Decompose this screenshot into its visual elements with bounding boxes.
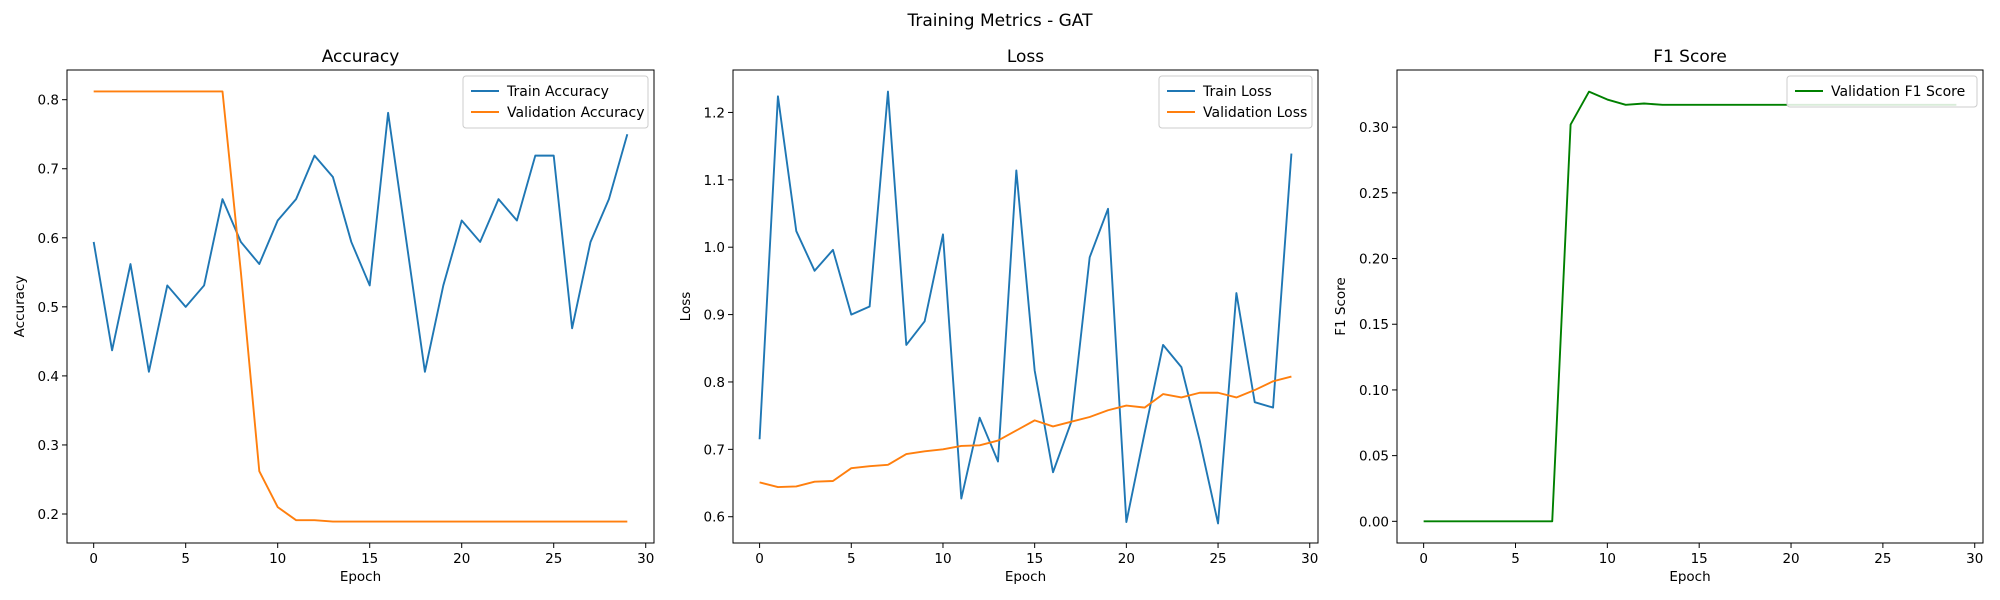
y-axis-label: Accuracy xyxy=(12,276,28,338)
legend-label-train-loss: Train Loss xyxy=(1202,84,1272,100)
x-axis-label: Epoch xyxy=(340,569,381,585)
legend-box xyxy=(462,75,649,129)
legend: Validation F1 Score xyxy=(1786,75,1978,108)
y-axis-label: Loss xyxy=(678,292,694,322)
series-line-train-accuracy xyxy=(92,111,629,373)
x-tick-label: 25 xyxy=(1209,551,1226,567)
y-tick-label: 0.15 xyxy=(1359,317,1389,333)
x-tick-label: 5 xyxy=(181,551,190,567)
x-tick-label: 30 xyxy=(637,551,654,567)
x-axis-label: Epoch xyxy=(1005,569,1046,585)
x-tick-label: 10 xyxy=(1599,551,1616,567)
legend-box xyxy=(1786,75,1978,108)
x-tick-label: 30 xyxy=(1966,551,1983,567)
x-tick-label: 0 xyxy=(89,551,98,567)
y-tick-label: 0.7 xyxy=(704,442,725,458)
legend-box xyxy=(1158,75,1313,129)
y-tick-label: 0.9 xyxy=(704,308,725,324)
y-tick-label: 0.2 xyxy=(38,507,59,523)
legend: Train Accuracy Validation Accuracy xyxy=(462,75,649,129)
figure-title: Training Metrics - GAT xyxy=(907,11,1094,31)
x-tick-label: 25 xyxy=(1874,551,1891,567)
series-line-validation-loss xyxy=(759,375,1292,489)
y-tick-label: 1.1 xyxy=(704,173,725,189)
x-tick-label: 25 xyxy=(545,551,562,567)
plot-frame xyxy=(732,69,1319,544)
plot-title: Accuracy xyxy=(322,47,400,67)
panel-accuracy: Accuracy 0 5 10 15 20 25 30 0.2 0.3 0.4 0.5 0.6 0.7 0.… xyxy=(12,47,655,585)
legend-label-validation-f1-score: Validation F1 Score xyxy=(1831,84,1965,100)
x-tick-label: 15 xyxy=(1026,551,1043,567)
y-tick-label: 0.20 xyxy=(1359,252,1389,268)
x-tick-label: 0 xyxy=(1419,551,1428,567)
legend-label-validation-loss: Validation Loss xyxy=(1203,105,1307,121)
series-line-train-loss xyxy=(758,90,1293,525)
y-tick-label: 0.4 xyxy=(38,369,59,385)
y-tick-label: 1.0 xyxy=(704,240,725,256)
x-tick-label: 20 xyxy=(1118,551,1135,567)
x-tick-label: 30 xyxy=(1301,551,1318,567)
x-tick-label: 20 xyxy=(453,551,470,567)
plot-title: Loss xyxy=(1007,47,1044,67)
y-tick-label: 0.8 xyxy=(704,375,725,391)
y-tick-label: 1.2 xyxy=(704,105,725,121)
y-tick-label: 0.10 xyxy=(1359,383,1389,399)
legend-label-validation-accuracy: Validation Accuracy xyxy=(507,105,645,121)
x-tick-label: 5 xyxy=(1511,551,1520,567)
x-tick-label: 5 xyxy=(847,551,856,567)
x-tick-label: 15 xyxy=(361,551,378,567)
series-line-validation-accuracy xyxy=(93,90,628,523)
y-tick-label: 0.25 xyxy=(1359,186,1389,202)
y-tick-label: 0.8 xyxy=(38,93,59,109)
y-tick-label: 0.30 xyxy=(1359,120,1389,136)
legend: Train Loss Validation Loss xyxy=(1158,75,1313,129)
y-tick-label: 0.7 xyxy=(38,162,59,178)
x-tick-label: 15 xyxy=(1691,551,1708,567)
y-tick-label: 0.3 xyxy=(38,438,59,454)
y-tick-label: 0.6 xyxy=(38,231,59,247)
y-axis-label: F1 Score xyxy=(1333,277,1349,335)
y-tick-label: 0.00 xyxy=(1359,514,1389,530)
y-tick-label: 0.05 xyxy=(1359,449,1389,465)
x-axis-label: Epoch xyxy=(1669,569,1710,585)
x-tick-label: 0 xyxy=(755,551,764,567)
plot-frame xyxy=(1396,69,1984,544)
plot-title: F1 Score xyxy=(1653,47,1727,67)
x-tick-label: 10 xyxy=(269,551,286,567)
plot-frame xyxy=(66,69,655,544)
panel-f1-score: F1 Score 0 5 10 15 20 25 30 0.00 0.05 0.10 0.15 0.20… xyxy=(1333,47,1984,585)
y-tick-label: 0.5 xyxy=(38,300,59,316)
y-tick-label: 0.6 xyxy=(704,510,725,526)
series-line-validation-f1-score xyxy=(1423,90,1957,523)
panel-loss: Loss 0 5 10 15 20 25 30 0.6 0.7 0.8 0.9 1.0 1.1 1.2 Epo… xyxy=(678,47,1319,585)
legend-label-train-accuracy: Train Accuracy xyxy=(506,84,609,100)
x-tick-label: 10 xyxy=(934,551,951,567)
x-tick-label: 20 xyxy=(1782,551,1799,567)
